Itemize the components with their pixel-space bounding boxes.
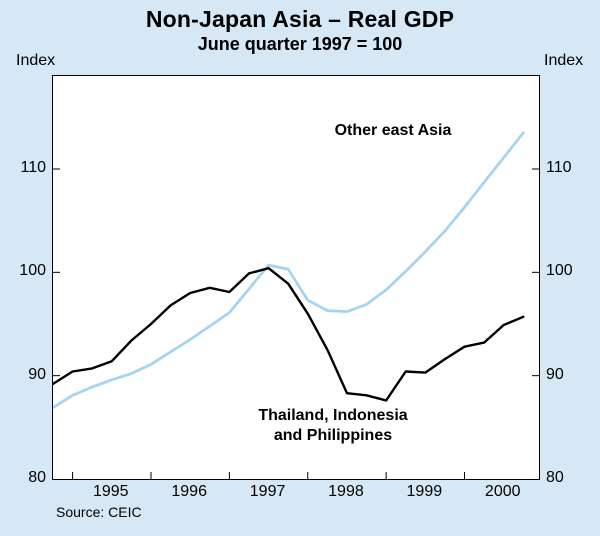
series-line-thailand-indonesia-and-philippines bbox=[53, 266, 525, 402]
series-label-line2: and Philippines bbox=[273, 427, 393, 444]
y-axis-unit-label-left: Index bbox=[16, 52, 56, 69]
y-tick-label-right: 80 bbox=[546, 469, 564, 486]
x-tick-label: 1996 bbox=[171, 483, 207, 500]
y-tick-label-left: 110 bbox=[20, 159, 46, 176]
plot-area: Other east Asia Thailand, Indonesia and … bbox=[52, 75, 540, 480]
chart-title: Non-Japan Asia – Real GDP bbox=[145, 6, 455, 32]
y-tick-label-right: 90 bbox=[546, 365, 564, 383]
y-tick-label-left: 80 bbox=[28, 469, 46, 486]
y-tick-label-right: 100 bbox=[546, 262, 573, 280]
source-note: Source: CEIC bbox=[56, 504, 142, 520]
y-axis-unit-label-right: Index bbox=[544, 52, 584, 69]
series-label-thailand-indonesia-philippines: Thailand, Indonesia and Philippines bbox=[258, 406, 407, 446]
y-tick-label-left: 100 bbox=[19, 262, 46, 280]
series-label-line1: Thailand, Indonesia bbox=[258, 407, 408, 424]
series-label-other-east-asia: Other east Asia bbox=[334, 122, 452, 139]
series-line-other-east-asia bbox=[53, 131, 525, 410]
y-tick-label-left: 90 bbox=[28, 365, 46, 383]
x-tick-label: 1999 bbox=[406, 483, 443, 500]
line-chart bbox=[53, 131, 539, 479]
x-tick-label: 1997 bbox=[249, 483, 286, 500]
chart-subtitle: June quarter 1997 = 100 bbox=[197, 34, 403, 54]
x-tick-label: 1995 bbox=[92, 483, 129, 500]
x-tick-label: 1998 bbox=[328, 483, 364, 500]
x-tick-label: 2000 bbox=[484, 483, 521, 500]
y-tick-label-right: 110 bbox=[546, 159, 572, 176]
